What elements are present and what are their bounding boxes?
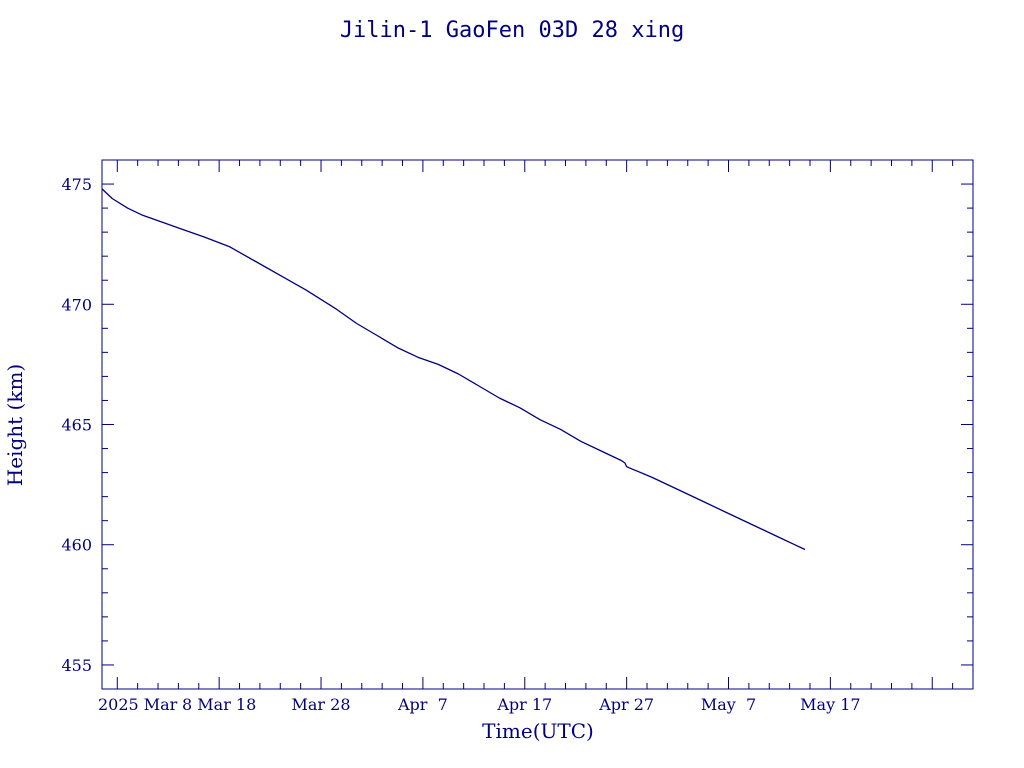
y-tick-label: 470 [61,295,92,314]
plot-frame [101,159,974,690]
x-axis-title: Time(UTC) [482,719,594,743]
x-tick-label: May 17 [800,695,860,714]
y-tick-label: 465 [61,416,92,435]
axis-ticks [102,159,974,690]
x-tick-label: Apr 7 [397,695,448,714]
y-axis-title: Height (km) [3,364,27,486]
x-tick-label: 2025 Mar [98,695,178,714]
y-tick-label: 455 [61,656,92,675]
chart-title: Jilin-1 GaoFen 03D 28 xing [340,18,684,43]
x-tick-label: Mar 28 [292,695,351,714]
x-tick-label: May 7 [701,695,756,714]
y-tick-label: 460 [61,536,92,555]
y-tick-label: 475 [61,175,92,194]
x-tick-label: Apr 27 [598,695,654,714]
x-tick-label: 8 Mar 18 [182,695,256,714]
height-series-line [101,188,806,551]
x-tick-label: Apr 17 [496,695,552,714]
tick-labels: 455 460 465 470 475 2025 Mar 8 Mar 18 Mar 28 Apr… [61,175,860,714]
